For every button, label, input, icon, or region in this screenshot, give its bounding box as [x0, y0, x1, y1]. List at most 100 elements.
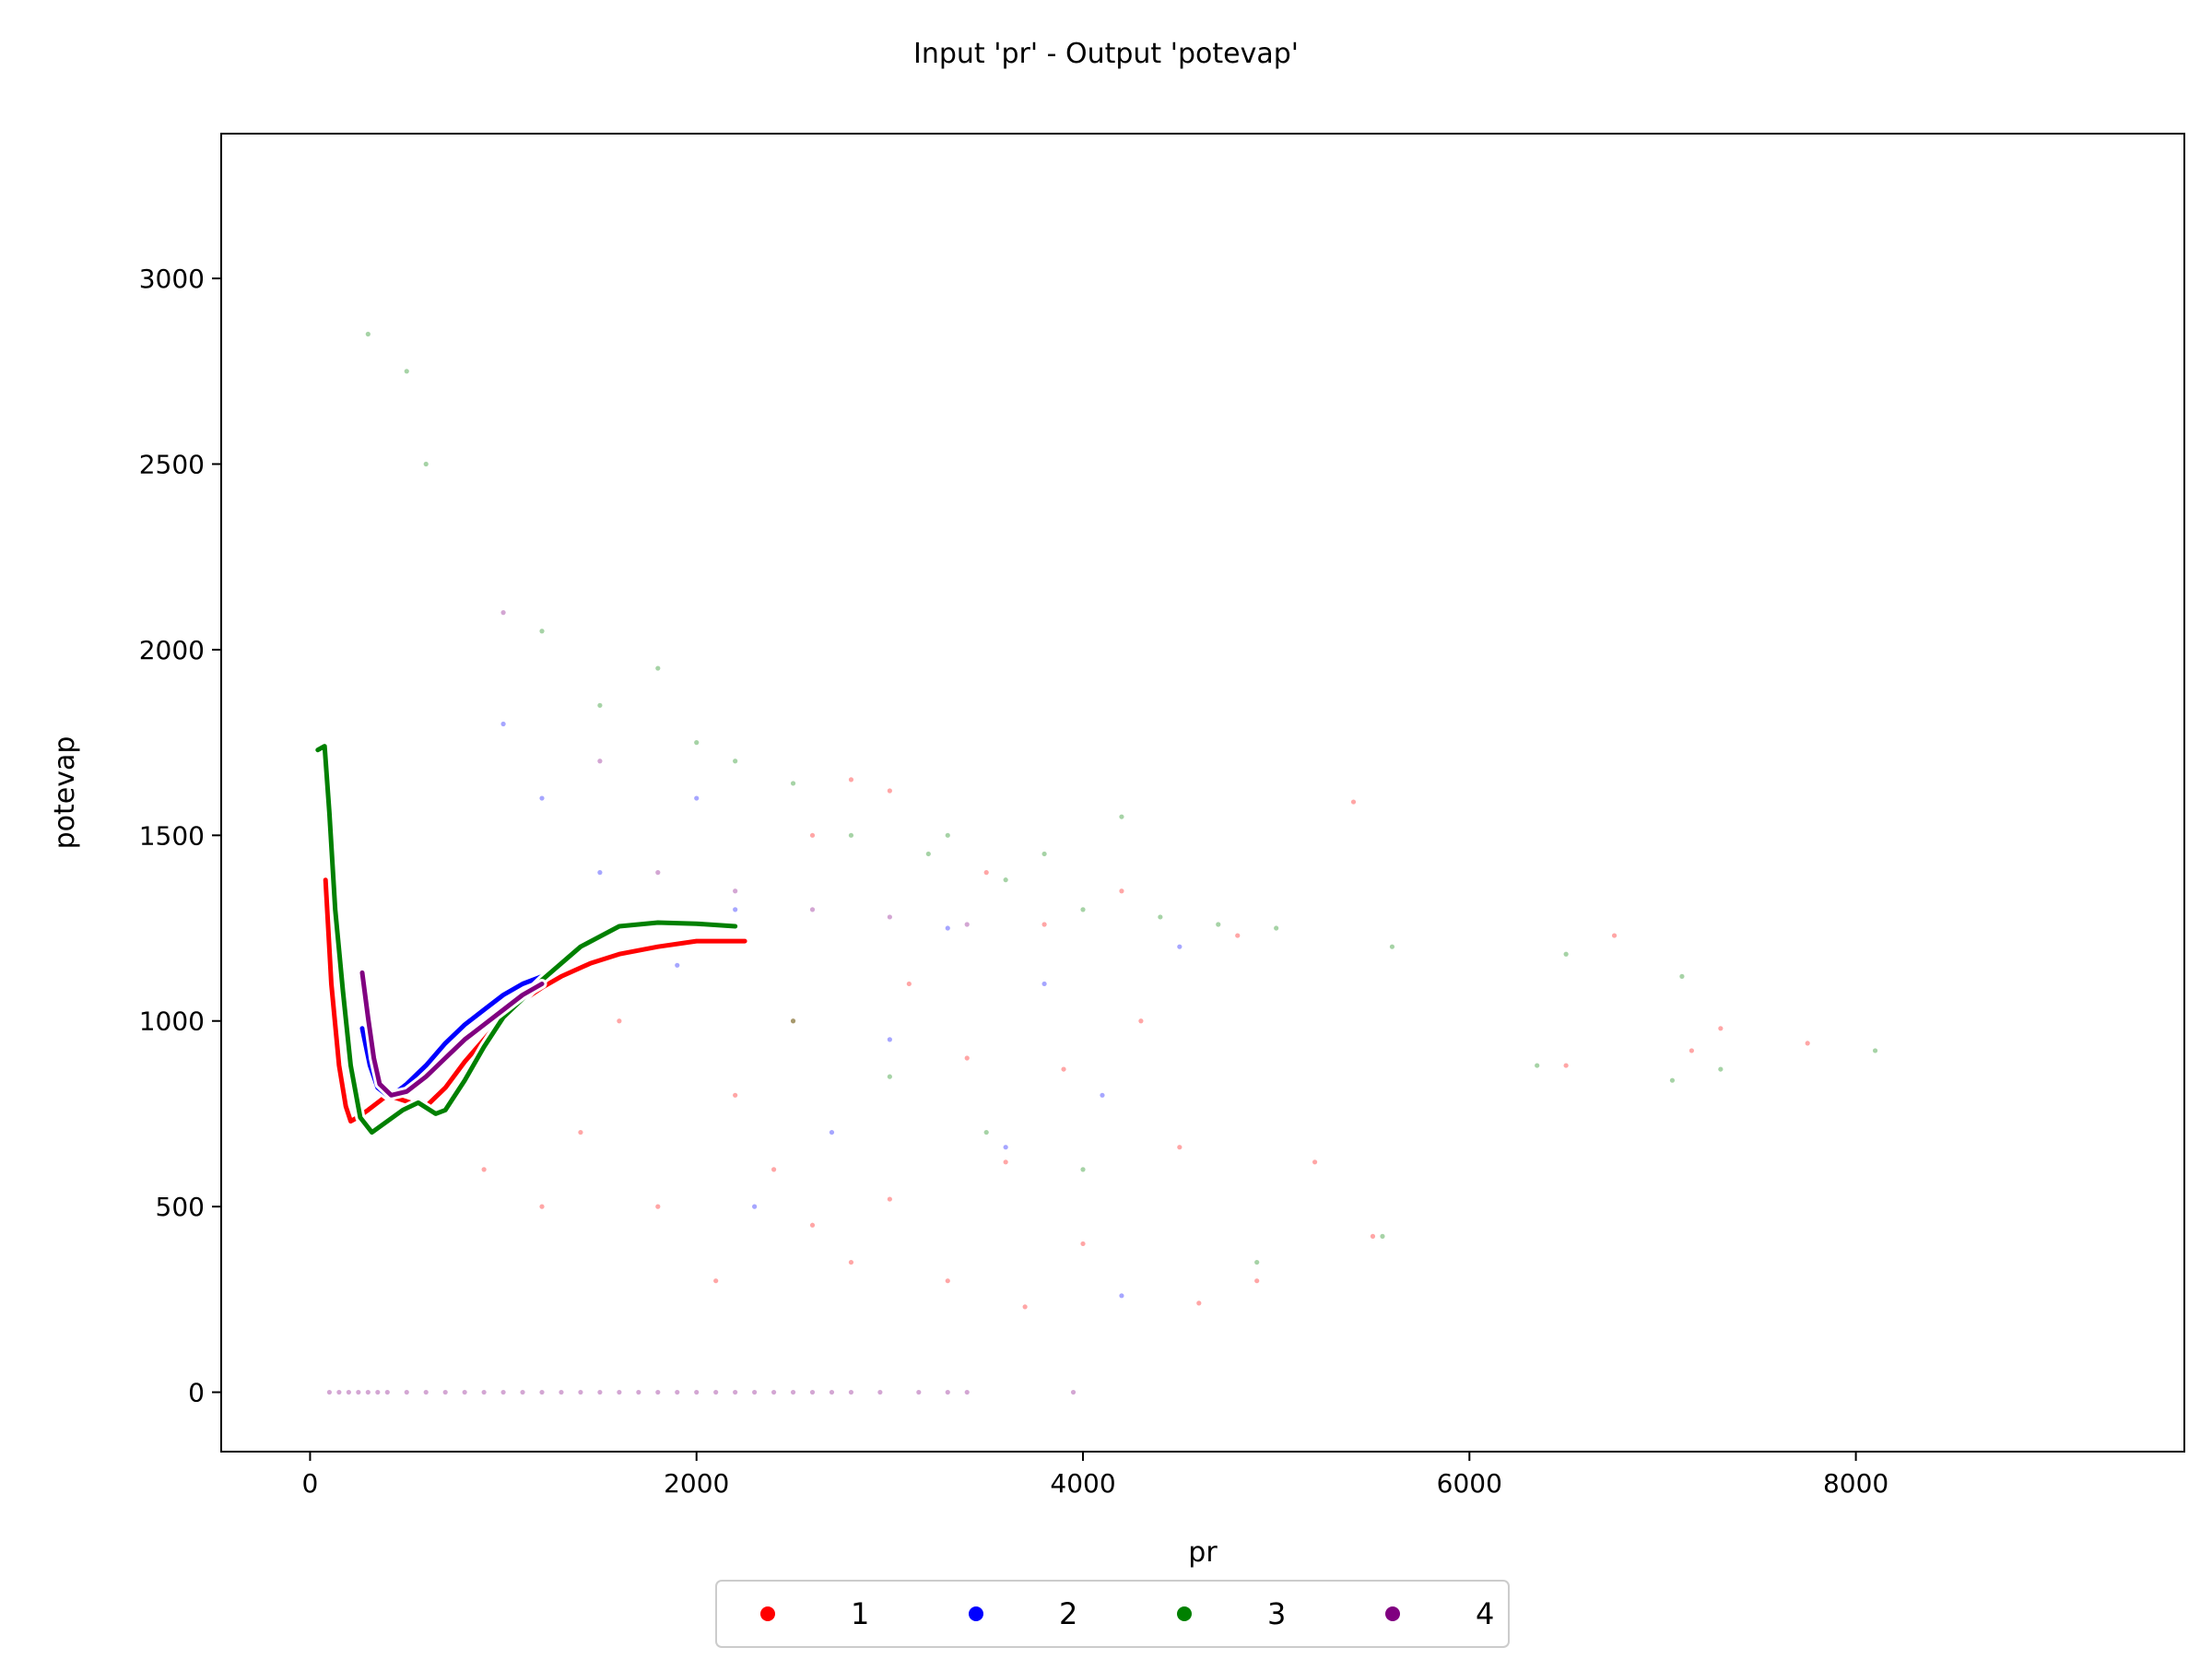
- scatter-point: [945, 832, 950, 838]
- legend: 1 2 3 4: [715, 1580, 1510, 1648]
- scatter-point: [1312, 1159, 1318, 1165]
- scatter-point: [1196, 1300, 1202, 1306]
- scatter-point: [713, 1389, 719, 1395]
- scatter-point: [1535, 1063, 1540, 1068]
- scatter-point: [1100, 1092, 1105, 1098]
- scatter-point: [1563, 1063, 1569, 1068]
- scatter-point: [1138, 1018, 1144, 1024]
- scatter-point: [733, 1092, 738, 1098]
- scatter-point: [1235, 933, 1241, 938]
- scatter-point: [964, 1055, 970, 1061]
- trend-line: [323, 877, 747, 1124]
- scatter-point: [655, 1204, 661, 1209]
- scatter-point: [1119, 888, 1124, 894]
- x-axis-label: pr: [1188, 1536, 1218, 1569]
- scatter-point: [597, 702, 603, 708]
- scatter-point: [500, 1389, 506, 1395]
- scatter-point: [326, 1389, 333, 1395]
- scatter-point: [1370, 1233, 1376, 1239]
- scatter-point: [964, 1389, 970, 1395]
- scatter-point: [1718, 1066, 1724, 1072]
- x-tick-label: 4000: [1050, 1468, 1115, 1499]
- scatter-point: [809, 1222, 816, 1228]
- scatter-point: [384, 1389, 390, 1395]
- scatter-point: [887, 788, 892, 794]
- scatter-point: [829, 1389, 835, 1395]
- scatter-point: [578, 1389, 583, 1395]
- scatter-point: [539, 795, 545, 801]
- scatter-point: [375, 1389, 381, 1395]
- scatter-point: [887, 1074, 892, 1079]
- legend-label: 3: [1267, 1596, 1286, 1631]
- scatter-point: [1119, 1293, 1124, 1299]
- scatter-point: [945, 1389, 950, 1395]
- scatter-point: [1022, 1304, 1028, 1310]
- scatter-point: [925, 851, 931, 857]
- scatter-point: [733, 888, 738, 894]
- scatter-point: [733, 907, 738, 912]
- scatter-point: [848, 832, 854, 838]
- scatter-point: [423, 461, 429, 467]
- x-tick-label: 0: [302, 1468, 319, 1499]
- legend-label: 2: [1059, 1596, 1077, 1631]
- scatter-point: [675, 962, 680, 968]
- trend-line-halo: [320, 875, 750, 1126]
- scatter-point: [336, 1389, 342, 1395]
- scatter-point: [1872, 1048, 1878, 1053]
- y-tick-label: 2000: [139, 635, 205, 665]
- scatter-point: [365, 331, 371, 337]
- scatter-point: [1177, 944, 1182, 949]
- trend-layer: [312, 741, 750, 1138]
- scatter-point: [578, 1129, 583, 1135]
- scatter-point: [983, 870, 989, 876]
- scatter-point: [829, 1129, 835, 1135]
- scatter-point: [1119, 814, 1124, 819]
- scatter-point: [1041, 981, 1047, 987]
- scatter-point: [771, 1389, 777, 1395]
- scatter-point: [1041, 851, 1047, 857]
- scatter-point: [983, 1129, 989, 1135]
- scatter-point: [442, 1389, 448, 1395]
- scatter-point: [945, 1278, 950, 1284]
- scatter-point: [356, 1389, 361, 1395]
- scatter-point: [887, 1196, 892, 1202]
- scatter-point: [539, 629, 545, 634]
- x-axis: 0 2000 4000 6000 8000: [302, 1452, 1888, 1499]
- scatter-point: [1216, 922, 1221, 927]
- scatter-point: [887, 914, 892, 920]
- scatter-point: [1688, 1048, 1695, 1053]
- scatter-point: [1669, 1077, 1676, 1083]
- scatter-point: [500, 721, 506, 727]
- scatter-point: [481, 1167, 487, 1172]
- scatter-point: [1380, 1233, 1385, 1239]
- scatter-point: [539, 1204, 545, 1209]
- scatter-point: [675, 1389, 680, 1395]
- scatter-point: [945, 925, 950, 931]
- scatter-point: [1158, 914, 1163, 920]
- plot-frame: [220, 133, 2185, 1453]
- scatter-point: [1080, 907, 1086, 912]
- scatter-point: [809, 1389, 816, 1395]
- scatter-point: [790, 1018, 796, 1024]
- scatter-point: [462, 1389, 467, 1395]
- chart-title: Input 'pr' - Output 'potevap': [913, 38, 1299, 70]
- scatter-point: [1003, 1145, 1008, 1150]
- scatter-point: [694, 1389, 700, 1395]
- scatter-point: [365, 1389, 371, 1395]
- scatter-point: [752, 1389, 758, 1395]
- scatter-point: [404, 369, 409, 374]
- scatter-point: [809, 907, 816, 912]
- scatter-point: [500, 610, 506, 616]
- x-tick-label: 6000: [1437, 1468, 1502, 1499]
- trend-line: [359, 970, 545, 1098]
- scatter-point: [790, 1389, 796, 1395]
- scatter-point: [694, 795, 700, 801]
- scatter-point: [597, 759, 603, 764]
- y-tick-label: 500: [156, 1192, 205, 1222]
- scatter-point: [597, 870, 603, 876]
- y-tick-label: 0: [188, 1378, 205, 1408]
- scatter-point: [1679, 973, 1685, 979]
- trend-line: [315, 744, 738, 1135]
- scatter-point: [1805, 1041, 1810, 1046]
